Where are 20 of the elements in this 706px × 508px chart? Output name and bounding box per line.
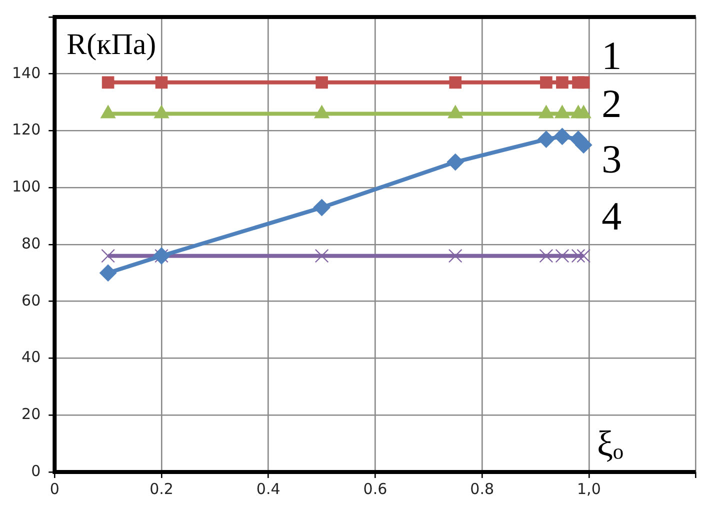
y-axis-title: R(кПа) xyxy=(66,28,156,61)
x-tick-label: 0.6 xyxy=(363,480,388,498)
y-tick-label: 100 xyxy=(12,178,41,196)
x-axis-title: ξₒ xyxy=(596,423,624,464)
series-label: 1 xyxy=(602,32,622,78)
x-tick-label: 0.4 xyxy=(256,480,280,498)
y-tick-label: 40 xyxy=(22,348,41,366)
y-tick-label: 140 xyxy=(12,64,41,82)
y-tick-label: 60 xyxy=(22,291,41,310)
x-tick-label: 0.8 xyxy=(470,480,494,498)
x-tick-label: 0.2 xyxy=(150,480,174,498)
x-tick-label: 0 xyxy=(50,480,60,498)
y-tick-label: 120 xyxy=(12,120,41,139)
y-tick-label: 20 xyxy=(22,405,41,424)
series-label: 4 xyxy=(602,193,622,238)
x-tick-label: 1,0 xyxy=(577,480,601,498)
series-label: 2 xyxy=(602,81,622,126)
y-tick-label: 80 xyxy=(22,234,41,252)
y-tick-label: 0 xyxy=(31,462,41,480)
series-label: 3 xyxy=(602,136,622,182)
